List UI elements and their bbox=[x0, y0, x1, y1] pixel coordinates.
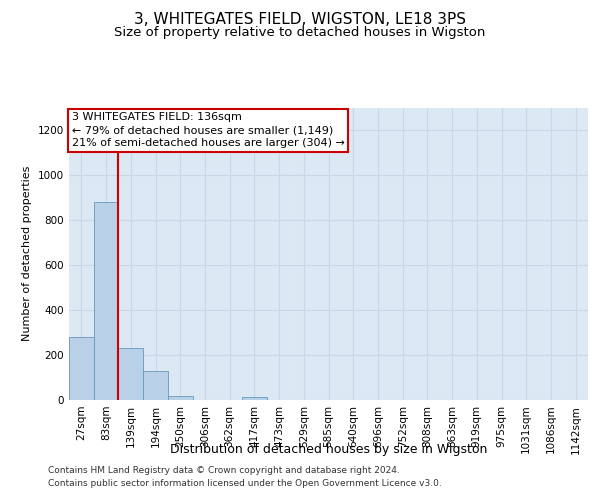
Y-axis label: Number of detached properties: Number of detached properties bbox=[22, 166, 32, 342]
Bar bbox=[242, 396, 267, 400]
Text: Contains HM Land Registry data © Crown copyright and database right 2024.: Contains HM Land Registry data © Crown c… bbox=[48, 466, 400, 475]
Bar bbox=[69, 337, 94, 400]
Bar bbox=[143, 371, 168, 400]
Text: Distribution of detached houses by size in Wigston: Distribution of detached houses by size … bbox=[170, 442, 487, 456]
Text: Size of property relative to detached houses in Wigston: Size of property relative to detached ho… bbox=[115, 26, 485, 39]
Bar bbox=[94, 202, 118, 400]
Text: 3, WHITEGATES FIELD, WIGSTON, LE18 3PS: 3, WHITEGATES FIELD, WIGSTON, LE18 3PS bbox=[134, 12, 466, 28]
Bar bbox=[118, 348, 143, 400]
Bar bbox=[168, 396, 193, 400]
Text: 3 WHITEGATES FIELD: 136sqm
← 79% of detached houses are smaller (1,149)
21% of s: 3 WHITEGATES FIELD: 136sqm ← 79% of deta… bbox=[71, 112, 344, 148]
Text: Contains public sector information licensed under the Open Government Licence v3: Contains public sector information licen… bbox=[48, 479, 442, 488]
